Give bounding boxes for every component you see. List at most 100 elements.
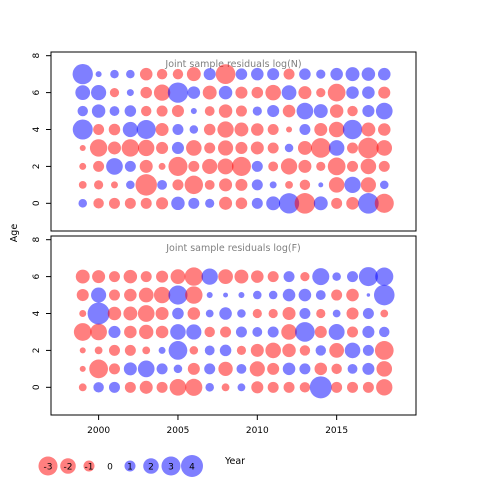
residual-point bbox=[215, 64, 236, 84]
residual-point bbox=[347, 363, 358, 374]
residual-point bbox=[155, 122, 169, 137]
residual-point bbox=[126, 89, 134, 97]
residual-point bbox=[122, 121, 138, 138]
residual-point bbox=[347, 160, 359, 172]
residual-point bbox=[140, 86, 152, 99]
residual-point bbox=[109, 106, 120, 116]
residual-point bbox=[91, 287, 107, 303]
residual-point bbox=[204, 326, 215, 338]
y-tick-label: 2 bbox=[32, 164, 42, 170]
residual-point bbox=[298, 86, 312, 100]
residual-point bbox=[380, 309, 389, 318]
residual-point bbox=[156, 105, 168, 117]
residual-point bbox=[377, 123, 391, 136]
panel-title: Joint sample residuals log(N) bbox=[164, 59, 301, 70]
residual-point bbox=[168, 341, 188, 360]
residual-point bbox=[376, 140, 393, 156]
residual-point bbox=[316, 161, 326, 172]
residual-point bbox=[137, 360, 155, 378]
residual-point bbox=[347, 271, 359, 283]
residual-point bbox=[251, 270, 264, 283]
residual-point bbox=[378, 160, 390, 172]
residual-point bbox=[360, 158, 377, 175]
residual-point bbox=[135, 174, 157, 196]
residual-point bbox=[187, 86, 201, 99]
residual-point bbox=[316, 308, 326, 319]
residual-point bbox=[295, 322, 315, 342]
residual-point bbox=[237, 383, 246, 392]
residual-point bbox=[282, 288, 296, 302]
residual-point bbox=[253, 290, 262, 300]
residual-point bbox=[201, 268, 218, 285]
legend-symbol bbox=[161, 456, 181, 476]
residual-point bbox=[220, 326, 232, 338]
y-axis-label: Age bbox=[9, 224, 20, 243]
residual-point bbox=[300, 271, 310, 282]
residual-point bbox=[313, 104, 328, 119]
residual-point bbox=[362, 308, 374, 320]
residual-point bbox=[358, 137, 379, 159]
residual-point bbox=[142, 346, 151, 355]
y-tick-label: 0 bbox=[32, 384, 42, 390]
residual-point bbox=[234, 122, 249, 137]
legend-label: -1 bbox=[85, 463, 94, 473]
residual-point bbox=[238, 292, 245, 299]
residual-point bbox=[219, 178, 233, 192]
residual-point bbox=[94, 180, 104, 190]
y-tick-label: 0 bbox=[32, 200, 42, 206]
residual-point bbox=[124, 105, 137, 117]
residual-point bbox=[331, 289, 343, 301]
residual-point bbox=[72, 64, 93, 85]
residual-point bbox=[79, 310, 87, 317]
residual-point bbox=[327, 157, 346, 176]
residual-point bbox=[156, 270, 169, 283]
residual-point bbox=[75, 85, 91, 100]
residual-point bbox=[342, 119, 363, 140]
residual-point bbox=[283, 381, 295, 393]
residual-point bbox=[268, 308, 278, 319]
residual-point bbox=[171, 141, 184, 154]
residual-point bbox=[189, 346, 199, 355]
residual-point bbox=[298, 159, 312, 173]
residual-point bbox=[362, 86, 375, 99]
residual-point bbox=[79, 347, 86, 354]
residual-point bbox=[158, 346, 166, 354]
residual-point bbox=[203, 123, 216, 136]
residual-point bbox=[282, 104, 296, 118]
residual-point bbox=[168, 156, 188, 176]
residual-point bbox=[235, 105, 247, 117]
residual-point bbox=[361, 122, 376, 137]
residual-point bbox=[347, 326, 359, 338]
residual-point bbox=[375, 102, 393, 120]
residual-point bbox=[205, 383, 214, 392]
residual-point bbox=[89, 359, 108, 379]
residual-point bbox=[170, 269, 186, 284]
residual-point bbox=[108, 289, 120, 301]
residual-point bbox=[281, 85, 297, 100]
residual-point bbox=[237, 309, 246, 318]
residual-point bbox=[92, 270, 106, 284]
residual-point bbox=[203, 68, 216, 81]
residual-point bbox=[108, 197, 120, 209]
residual-point bbox=[124, 344, 136, 356]
residual-point bbox=[90, 323, 107, 341]
residual-point bbox=[284, 143, 294, 153]
residual-point bbox=[107, 306, 122, 321]
residual-point bbox=[168, 285, 188, 305]
residual-point bbox=[299, 308, 311, 320]
residual-point bbox=[124, 288, 137, 302]
residual-point bbox=[285, 180, 293, 189]
legend-label: 4 bbox=[189, 463, 195, 473]
residual-point bbox=[313, 196, 328, 211]
residual-point bbox=[139, 67, 153, 81]
residual-point bbox=[299, 345, 311, 356]
residual-point bbox=[78, 383, 87, 392]
residual-point bbox=[267, 362, 280, 375]
x-tick-label: 2010 bbox=[246, 426, 269, 436]
residual-point bbox=[223, 292, 229, 298]
residual-point bbox=[347, 105, 358, 117]
residual-point bbox=[185, 378, 203, 396]
panel-2: Joint sample residuals log(F) 0 2 4 6 8 bbox=[32, 235, 417, 416]
residual-point bbox=[267, 142, 279, 154]
x-tick-label: 2005 bbox=[167, 426, 190, 436]
